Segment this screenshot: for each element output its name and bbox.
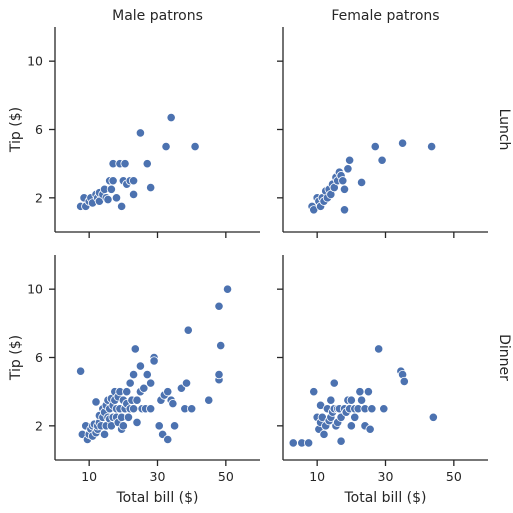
data-point <box>149 356 159 366</box>
x-axis-label: Total bill ($) <box>116 490 199 506</box>
data-point <box>135 361 146 371</box>
col-title: Male patrons <box>112 8 203 24</box>
data-point <box>345 155 355 165</box>
x-tick-label: 50 <box>446 469 462 484</box>
data-point <box>427 141 437 152</box>
data-point <box>128 176 139 186</box>
col-title: Female patrons <box>331 8 439 24</box>
data-point <box>166 112 176 123</box>
data-point <box>181 378 192 388</box>
data-point <box>222 284 233 294</box>
data-point <box>355 387 365 397</box>
y-tick-label: 6 <box>35 122 43 137</box>
data-point <box>374 344 384 354</box>
data-point <box>130 344 140 354</box>
data-point <box>397 138 408 148</box>
data-point <box>187 404 197 414</box>
data-point <box>125 378 135 388</box>
data-point <box>128 404 139 414</box>
data-point <box>309 387 319 397</box>
data-point <box>339 184 350 194</box>
data-point <box>169 421 180 431</box>
data-point <box>356 177 367 188</box>
data-point <box>132 395 142 405</box>
data-point <box>339 205 350 215</box>
x-tick-label: 30 <box>378 469 394 484</box>
data-point <box>379 404 389 414</box>
data-point <box>343 164 353 174</box>
data-point <box>106 184 116 194</box>
data-point <box>377 155 387 165</box>
data-point <box>108 176 118 186</box>
y-axis-label: Tip ($) <box>8 107 24 153</box>
data-point <box>370 141 380 152</box>
data-point <box>139 383 149 393</box>
data-point <box>350 412 360 422</box>
data-point <box>154 421 164 431</box>
data-point <box>365 424 375 434</box>
data-point <box>122 387 132 397</box>
data-point <box>142 369 152 380</box>
y-tick-label: 10 <box>27 282 43 297</box>
data-point <box>99 429 110 439</box>
y-tick-label: 2 <box>35 418 43 433</box>
data-point <box>346 421 356 431</box>
data-point <box>120 159 130 169</box>
x-tick-label: 50 <box>218 469 234 484</box>
data-point <box>91 397 101 407</box>
y-tick-label: 10 <box>27 54 43 69</box>
data-point <box>146 378 156 388</box>
data-point <box>367 404 377 414</box>
data-point <box>76 366 86 376</box>
data-point <box>363 387 374 397</box>
x-tick-label: 10 <box>309 469 325 484</box>
data-point <box>128 369 139 380</box>
data-point <box>326 395 336 405</box>
data-point <box>204 395 214 405</box>
data-point <box>214 301 224 311</box>
data-point <box>356 395 367 405</box>
data-point <box>304 438 314 448</box>
data-point <box>163 387 173 397</box>
data-point <box>146 182 156 193</box>
data-point <box>319 429 329 439</box>
y-axis-label: Tip ($) <box>8 335 24 381</box>
data-point <box>135 128 146 138</box>
data-point <box>146 404 156 414</box>
data-point <box>428 412 438 422</box>
row-title: Dinner <box>496 334 512 381</box>
data-point <box>117 201 127 211</box>
row-title: Lunch <box>496 109 512 151</box>
data-point <box>183 325 193 335</box>
data-point <box>123 412 134 422</box>
x-axis-label: Total bill ($) <box>344 490 427 506</box>
data-point <box>142 159 152 169</box>
data-point <box>161 141 171 152</box>
data-point <box>329 378 339 388</box>
data-point <box>338 176 348 186</box>
data-point <box>118 421 128 431</box>
y-tick-label: 2 <box>35 190 43 205</box>
data-point <box>190 141 200 152</box>
data-point <box>216 340 226 351</box>
data-point <box>111 193 122 203</box>
x-tick-label: 10 <box>81 469 97 484</box>
data-point <box>346 395 356 405</box>
data-point <box>336 436 346 446</box>
data-point <box>288 438 298 448</box>
y-tick-label: 6 <box>35 350 43 365</box>
data-point <box>163 434 173 445</box>
data-point <box>214 369 224 380</box>
data-point <box>168 399 178 409</box>
data-point <box>103 194 113 205</box>
data-point <box>132 417 142 428</box>
data-point <box>399 376 409 387</box>
x-tick-label: 30 <box>150 469 166 484</box>
data-point <box>128 189 139 200</box>
